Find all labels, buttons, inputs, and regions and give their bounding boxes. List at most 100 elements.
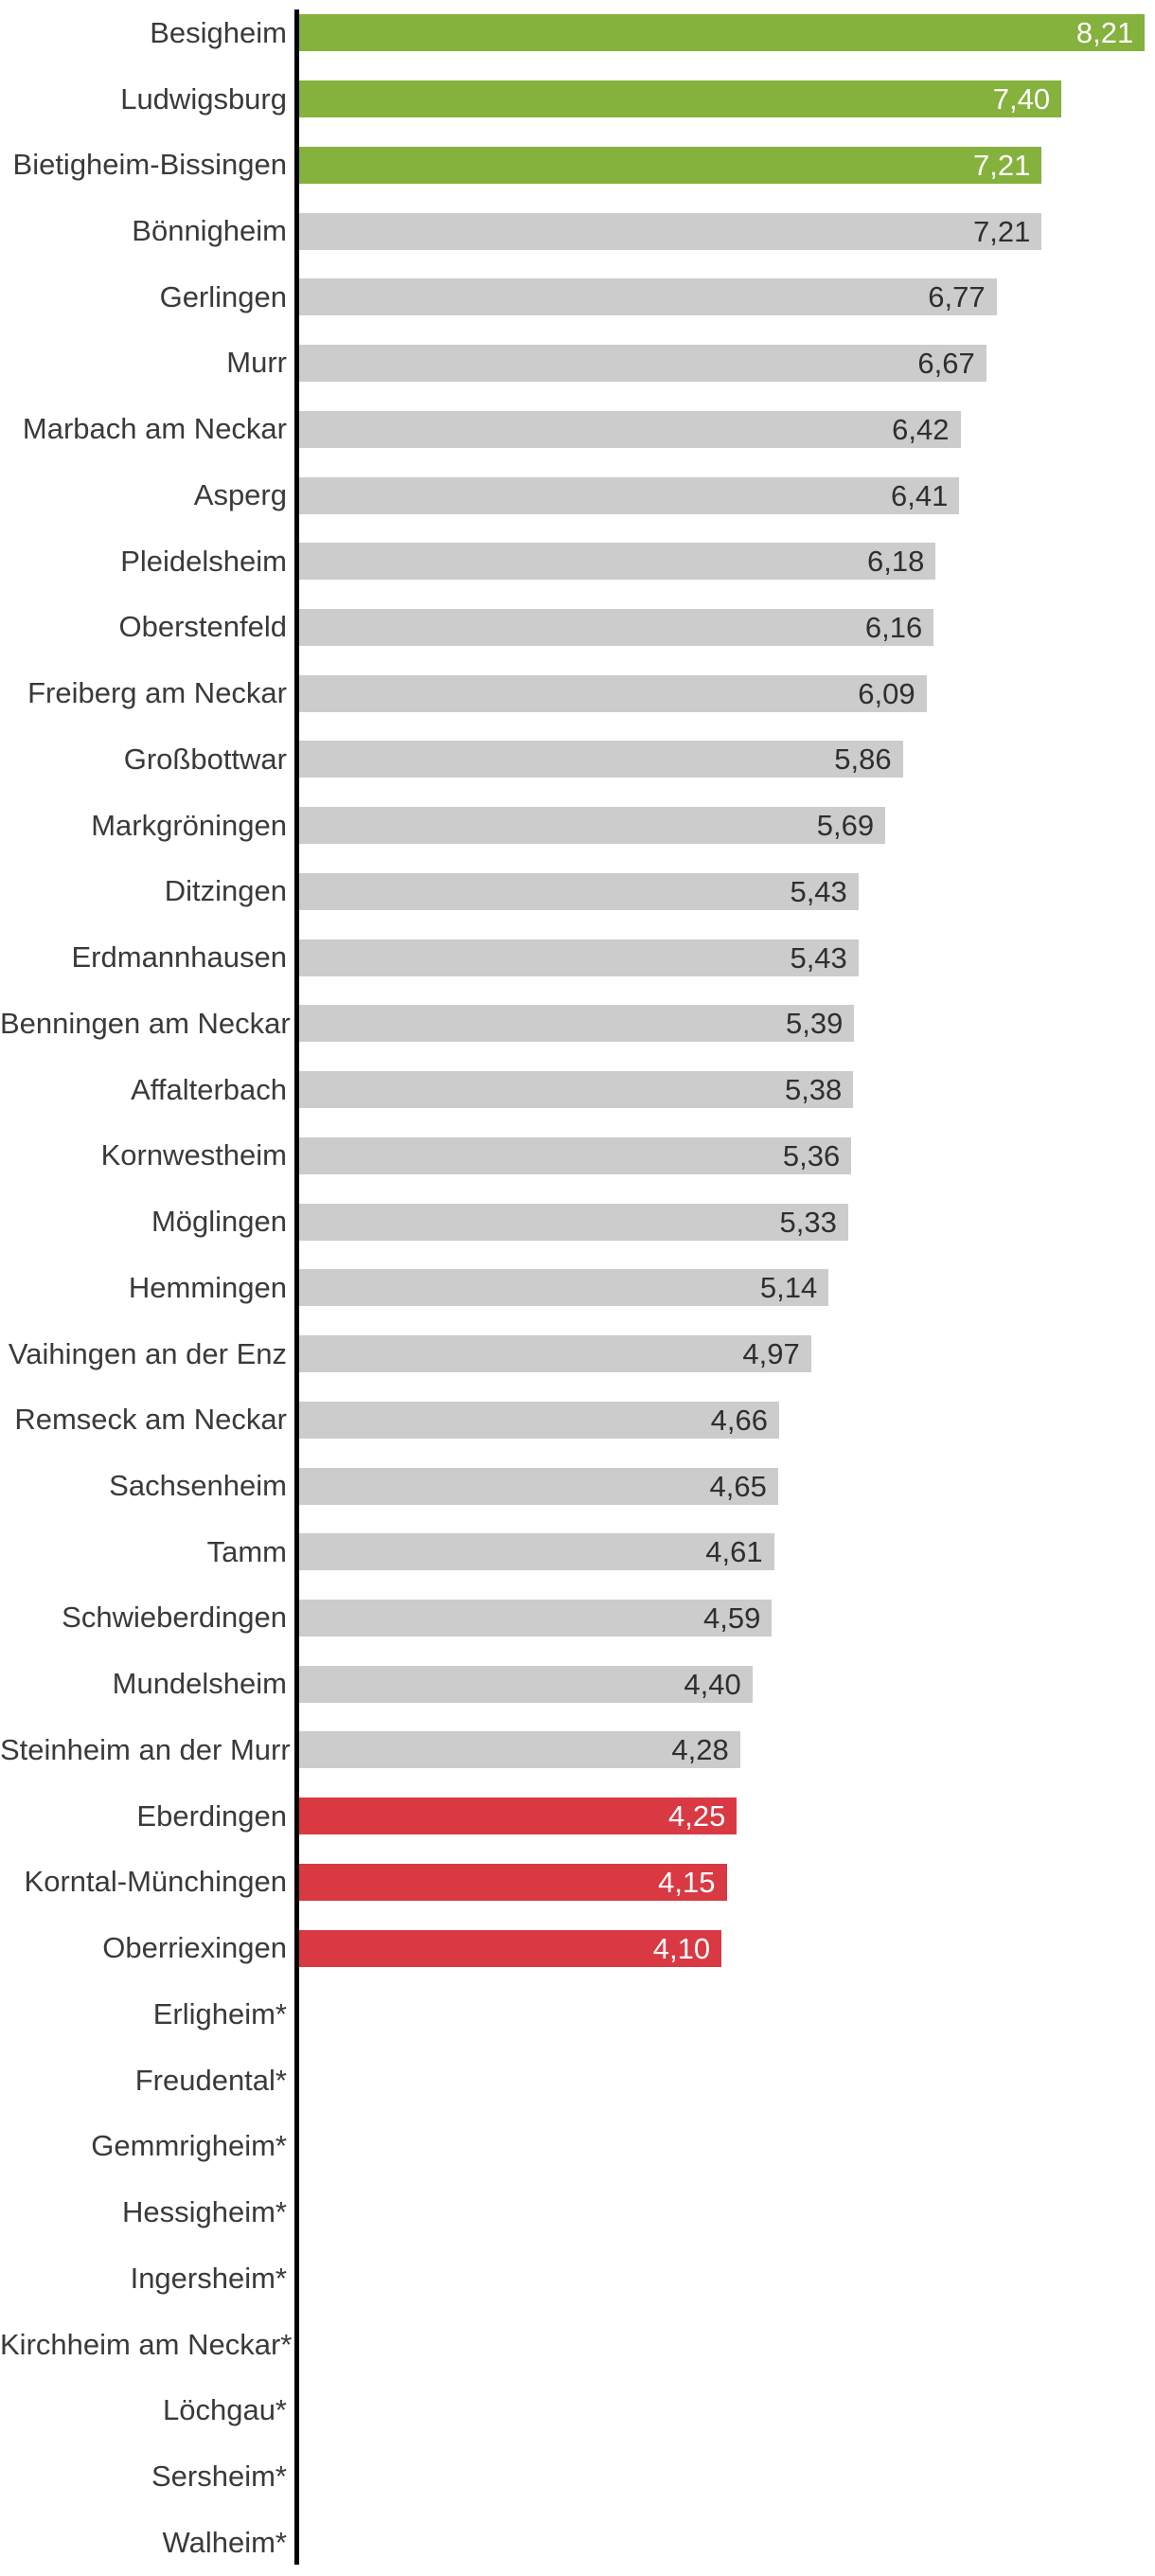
value-label: 7,21	[973, 148, 1031, 182]
category-label: Freiberg am Neckar	[27, 676, 287, 710]
value-label: 6,42	[892, 412, 950, 446]
value-bar: 5,43	[299, 872, 859, 910]
chart-row: Besigheim 8,21	[0, 0, 1155, 66]
value-bar: 4,28	[299, 1731, 740, 1769]
bar-track: 4,97	[299, 1335, 811, 1373]
value-label: 5,43	[790, 874, 847, 908]
value-label: 4,66	[710, 1403, 768, 1437]
bar-track: 7,40	[299, 80, 1062, 118]
bar-track: 7,21	[299, 212, 1042, 250]
category-label: Markgröningen	[91, 808, 287, 842]
category-label: Korntal-Münchingen	[24, 1865, 287, 1899]
value-label: 6,77	[928, 280, 986, 314]
bar-track: 6,09	[299, 674, 927, 712]
chart-row: Kirchheim am Neckar*	[0, 2312, 1155, 2378]
value-label: 6,67	[917, 347, 975, 381]
chart-row: Schwieberdingen 4,59	[0, 1585, 1155, 1652]
chart-row: Tamm 4,61	[0, 1519, 1155, 1585]
category-label: Ludwigsburg	[120, 81, 287, 116]
chart-row: Freiberg am Neckar 6,09	[0, 660, 1155, 726]
chart-row: Steinheim an der Murr 4,28	[0, 1717, 1155, 1783]
category-label: Gemmrigheim*	[91, 2129, 287, 2163]
bar-track: 4,66	[299, 1401, 779, 1439]
chart-row: Löchgau*	[0, 2377, 1155, 2443]
bar-track: 4,10	[299, 1929, 722, 1967]
chart-row: Korntal-Münchingen 4,15	[0, 1850, 1155, 1916]
value-bar: 6,77	[299, 278, 997, 316]
value-bar: 5,38	[299, 1071, 854, 1109]
value-bar: 5,33	[299, 1203, 848, 1241]
chart-row: Ingersheim*	[0, 2245, 1155, 2312]
value-bar: 4,61	[299, 1533, 774, 1571]
bar-track: 5,36	[299, 1136, 852, 1174]
chart-row: Remseck am Neckar 4,66	[0, 1386, 1155, 1453]
value-bar: 6,42	[299, 410, 961, 448]
category-label: Kornwestheim	[100, 1138, 287, 1172]
category-label: Walheim*	[162, 2525, 288, 2559]
value-label: 5,69	[816, 809, 875, 843]
chart-row: Sersheim*	[0, 2443, 1155, 2510]
value-label: 8,21	[1075, 16, 1134, 50]
category-label: Freudental*	[134, 2063, 287, 2097]
value-bar: 7,21	[299, 212, 1042, 250]
chart-row: Möglingen 5,33	[0, 1189, 1155, 1255]
category-label: Sersheim*	[151, 2459, 287, 2493]
chart-row: Erligheim*	[0, 1981, 1155, 2048]
value-label: 4,61	[705, 1535, 763, 1569]
value-label: 7,21	[973, 214, 1031, 248]
chart-row: Großbottwar 5,86	[0, 726, 1155, 793]
value-label: 6,18	[867, 545, 925, 579]
category-label: Affalterbach	[131, 1072, 287, 1106]
bar-track: 6,18	[299, 543, 936, 581]
bar-track: 6,77	[299, 278, 997, 316]
bar-track: 6,41	[299, 476, 960, 514]
category-label: Oberstenfeld	[118, 610, 288, 644]
chart-row: Sachsenheim 4,65	[0, 1453, 1155, 1519]
value-bar: 5,36	[299, 1136, 852, 1174]
value-label: 5,14	[759, 1271, 818, 1305]
value-label: 6,41	[891, 478, 949, 512]
value-label: 7,40	[992, 82, 1051, 116]
value-bar: 4,10	[299, 1929, 722, 1967]
category-label: Eberdingen	[136, 1798, 287, 1833]
chart-row: Vaihingen an der Enz 4,97	[0, 1321, 1155, 1387]
chart-row: Murr 6,67	[0, 331, 1155, 397]
category-label: Bietigheim-Bissingen	[12, 148, 287, 182]
chart-row: Kornwestheim 5,36	[0, 1122, 1155, 1189]
value-label: 4,59	[703, 1601, 761, 1635]
category-label: Remseck am Neckar	[14, 1403, 287, 1437]
chart-row: Freudental*	[0, 2048, 1155, 2114]
value-bar: 5,14	[299, 1269, 829, 1307]
bar-track: 5,33	[299, 1203, 848, 1241]
value-label: 6,09	[858, 676, 915, 710]
category-label: Kirchheim am Neckar*	[0, 2327, 293, 2361]
value-bar: 5,43	[299, 939, 859, 976]
chart-row: Marbach am Neckar 6,42	[0, 396, 1155, 462]
value-bar: 4,97	[299, 1335, 811, 1373]
value-bar: 4,65	[299, 1467, 778, 1505]
value-label: 5,38	[784, 1073, 843, 1107]
value-label: 4,65	[709, 1469, 767, 1503]
chart-row: Ditzingen 5,43	[0, 859, 1155, 925]
value-bar: 5,39	[299, 1005, 855, 1043]
value-label: 4,15	[658, 1865, 716, 1899]
category-label: Gerlingen	[159, 279, 287, 313]
bar-track: 7,21	[299, 146, 1042, 184]
category-label: Benningen am Neckar	[0, 1006, 291, 1040]
chart-row: Oberstenfeld 6,16	[0, 595, 1155, 661]
bar-track: 5,39	[299, 1005, 855, 1043]
value-bar: 6,67	[299, 345, 986, 383]
bar-track: 8,21	[299, 14, 1146, 52]
value-bar: 4,59	[299, 1599, 773, 1637]
chart-row: Eberdingen 4,25	[0, 1783, 1155, 1850]
category-label: Sachsenheim	[109, 1468, 287, 1502]
bar-track: 6,16	[299, 608, 934, 646]
value-label: 4,10	[652, 1931, 711, 1965]
value-bar: 6,18	[299, 543, 936, 581]
chart-row: Oberriexingen 4,10	[0, 1915, 1155, 1981]
value-label: 5,36	[782, 1138, 841, 1172]
category-label: Bönnigheim	[132, 214, 287, 248]
category-label: Löchgau*	[162, 2393, 287, 2427]
